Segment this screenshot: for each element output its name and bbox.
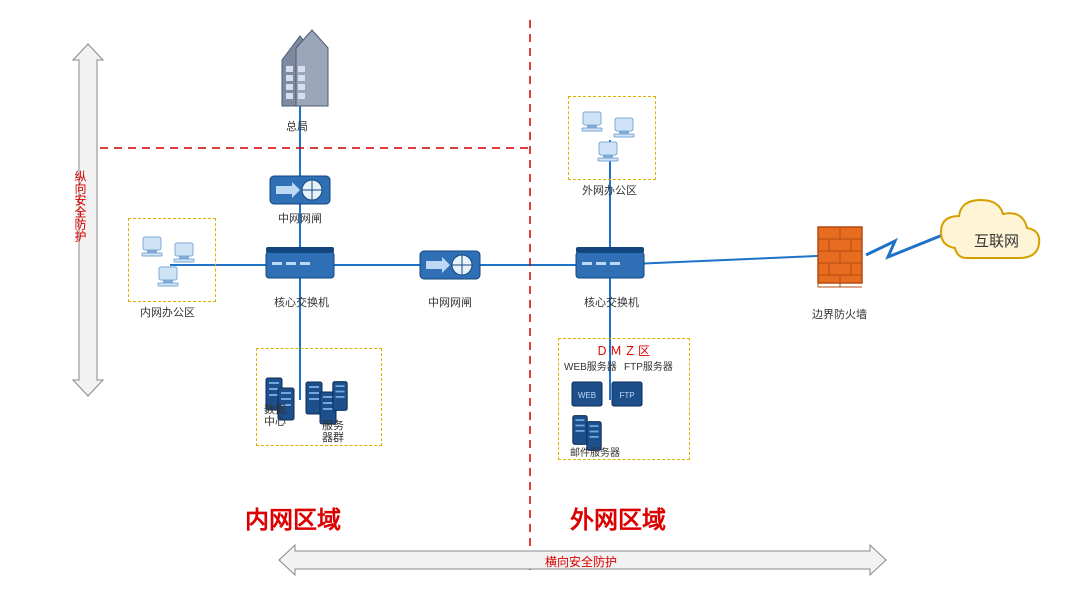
label-core-out: 核心交换机 [584,294,639,310]
label-core-in: 核心交换机 [274,294,329,310]
box-dmz [558,338,690,460]
label-out-office: 外网办公区 [582,182,637,198]
horizontal-arrow-label: 横向安全防护 [545,553,617,570]
vertical-arrow-label: 纵向安全防护 [72,170,89,242]
zone-out: 外网区域 [570,500,666,535]
internet-label: 互联网 [974,230,1019,251]
box-out-office [568,96,656,180]
label-in-office: 内网办公区 [140,304,195,320]
zone-in: 内网区域 [245,500,341,535]
label-fw: 边界防火墙 [812,306,867,322]
label-hq: 总局 [286,118,308,134]
label-gate-mid: 中网网闸 [428,294,472,310]
box-dc [256,348,382,446]
label-gate-top: 中网网闸 [278,210,322,226]
box-in-office [128,218,216,302]
